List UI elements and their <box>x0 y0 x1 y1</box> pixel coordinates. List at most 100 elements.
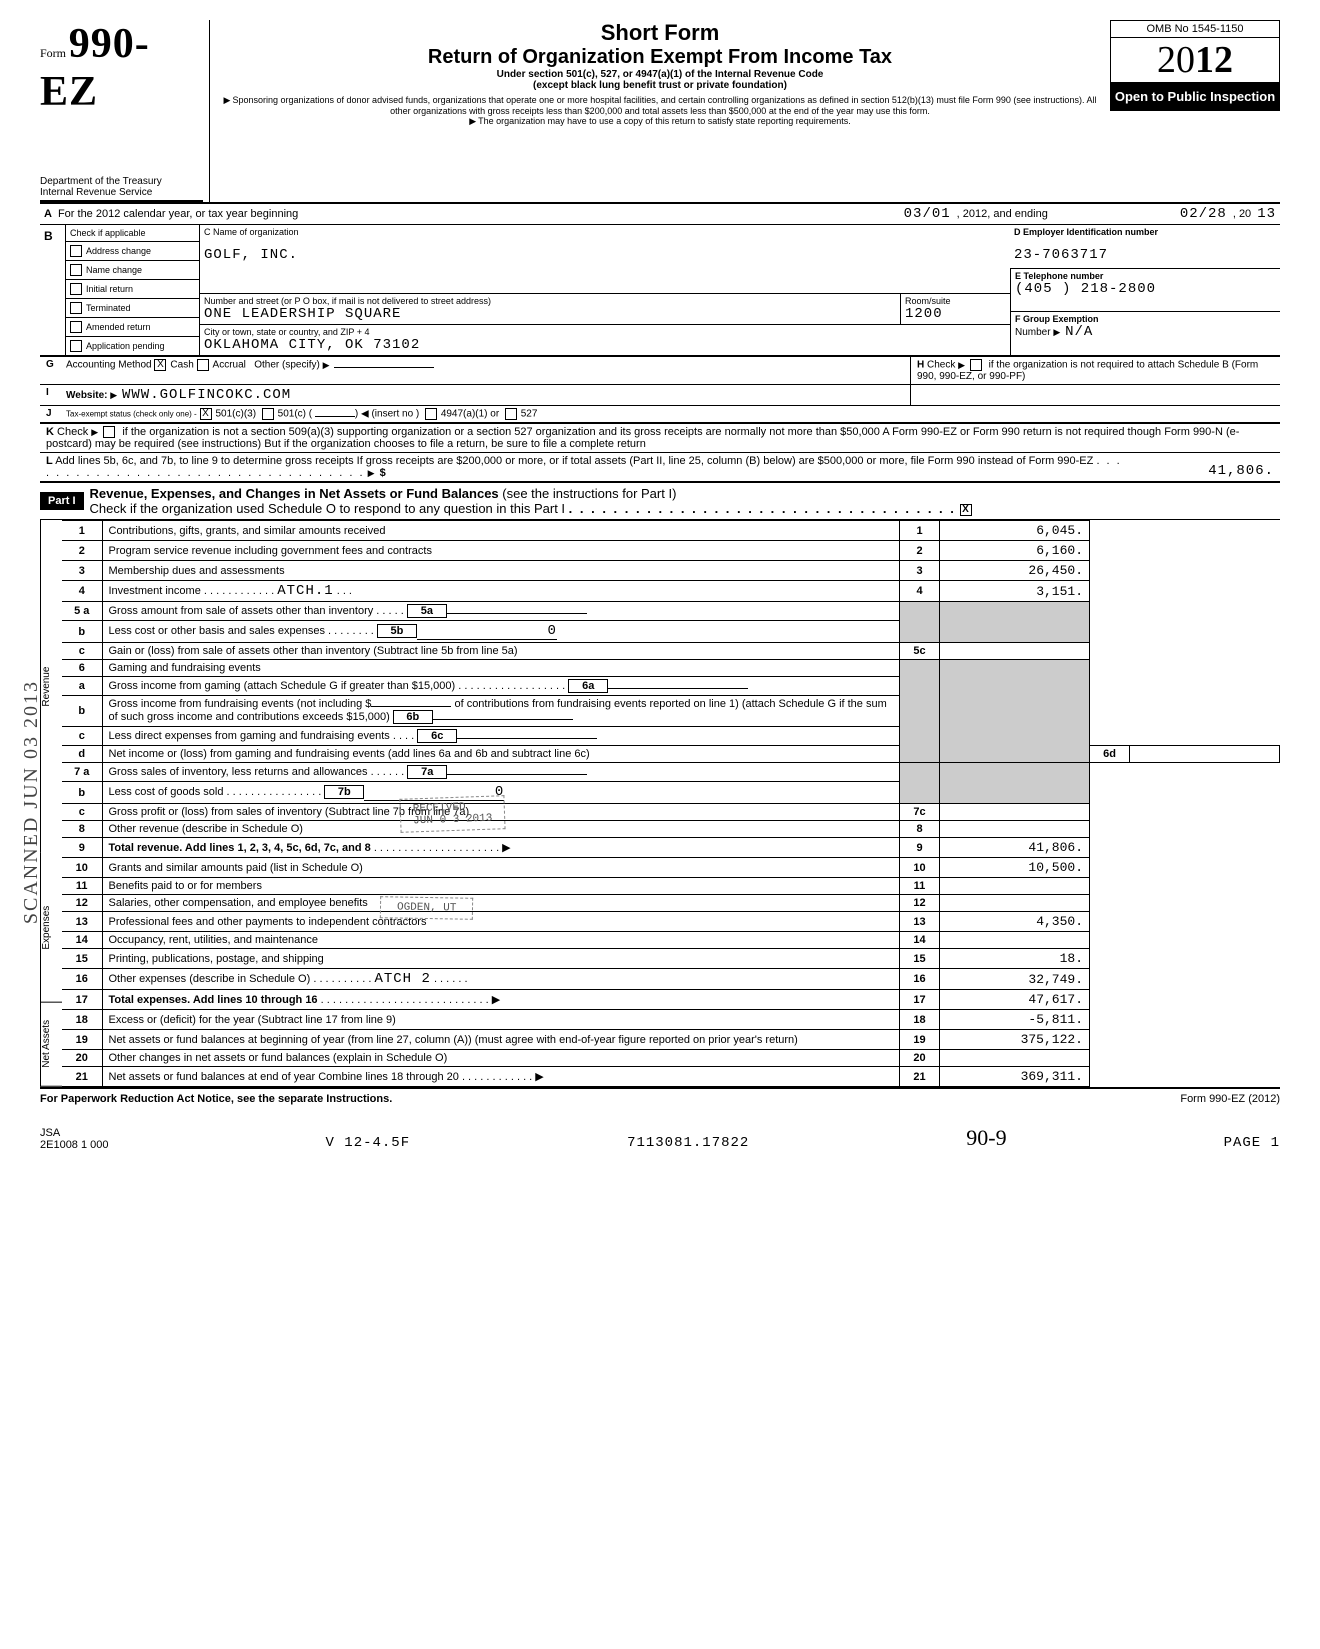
b-app-pending[interactable]: Application pending <box>66 337 199 355</box>
j-label: Tax-exempt status (check only one) - <box>66 410 197 419</box>
dept-irs: Internal Revenue Service <box>40 187 203 198</box>
end-year: 13 <box>1257 206 1276 222</box>
form-page: Form 990-EZ Department of the Treasury I… <box>0 0 1320 1171</box>
title-block: Short Form Return of Organization Exempt… <box>210 20 1110 127</box>
b-terminated[interactable]: Terminated <box>66 299 199 318</box>
k-label: Check <box>57 426 88 438</box>
title-return: Return of Organization Exempt From Incom… <box>218 46 1102 69</box>
line-18: 18Excess or (deficit) for the year (Subt… <box>62 1010 1280 1030</box>
g-cash-check[interactable]: X <box>154 359 166 371</box>
h-text: if the organization is not required to a… <box>917 360 1258 382</box>
line-10: 10Grants and similar amounts paid (list … <box>62 858 1280 878</box>
row-a-mid: , 2012, and ending <box>957 208 1048 220</box>
row-a: A For the 2012 calendar year, or tax yea… <box>40 202 1280 225</box>
end-date: 02/28 <box>1180 206 1227 222</box>
tax-year: 2012 <box>1111 38 1279 83</box>
line-6a: aGross income from gaming (attach Schedu… <box>62 677 1280 696</box>
line-14: 14Occupancy, rent, utilities, and mainte… <box>62 932 1280 949</box>
f-label2: Number <box>1015 327 1051 338</box>
h-check[interactable] <box>970 359 982 371</box>
l-text: Add lines 5b, 6c, and 7b, to line 9 to d… <box>55 455 1093 467</box>
year-box: OMB No 1545-1150 2012 Open to Public Ins… <box>1110 20 1280 111</box>
department: Department of the Treasury Internal Reve… <box>40 176 203 202</box>
addr-label: Number and street (or P O box, if mail i… <box>204 296 896 306</box>
b-initial-return[interactable]: Initial return <box>66 280 199 299</box>
i-label: Website: <box>66 390 108 401</box>
col-b-letter: B <box>40 225 66 355</box>
line-4: 4Investment income . . . . . . . . . . .… <box>62 581 1280 602</box>
b-amended[interactable]: Amended return <box>66 318 199 337</box>
line-12: 12Salaries, other compensation, and empl… <box>62 895 1280 912</box>
line-21: 21Net assets or fund balances at end of … <box>62 1067 1280 1087</box>
version: V 12-4.5F <box>325 1135 410 1151</box>
part1-check[interactable]: X <box>960 504 972 516</box>
line-9: 9Total revenue. Add lines 1, 2, 3, 4, 5c… <box>62 838 1280 858</box>
ogden-stamp: OGDEN, UT <box>380 896 474 920</box>
j-527: 527 <box>521 409 538 420</box>
part1-body: Revenue Expenses Net Assets 1Contributio… <box>40 520 1280 1087</box>
line-5c: cGain or (loss) from sale of assets othe… <box>62 643 1280 660</box>
form-header: Form 990-EZ Department of the Treasury I… <box>40 20 1280 202</box>
line-19: 19Net assets or fund balances at beginni… <box>62 1030 1280 1050</box>
website: WWW.GOLFINCOKC.COM <box>122 387 291 403</box>
note2: The organization may have to use a copy … <box>478 116 851 126</box>
paperwork-notice: For Paperwork Reduction Act Notice, see … <box>40 1093 392 1105</box>
d-label: D Employer Identification number <box>1014 227 1276 237</box>
line-5a: 5 aGross amount from sale of assets othe… <box>62 602 1280 621</box>
line-1: 1Contributions, gifts, grants, and simil… <box>62 521 1280 541</box>
form-prefix: Form <box>40 46 66 60</box>
line-6d: dNet income or (loss) from gaming and fu… <box>62 746 1280 763</box>
g-accrual: Accrual <box>213 360 246 371</box>
phone: (405 ) 218-2800 <box>1015 281 1276 297</box>
omb-number: OMB No 1545-1150 <box>1111 21 1279 38</box>
l-amount: 41,806. <box>1124 463 1274 479</box>
h-label: Check <box>927 360 955 371</box>
part1-title: Revenue, Expenses, and Changes in Net As… <box>90 486 499 501</box>
header-grid: B Check if applicable Address change Nam… <box>40 225 1280 356</box>
part1-header: Part I Revenue, Expenses, and Changes in… <box>40 481 1280 520</box>
j-501c3: 501(c)(3) <box>216 409 257 420</box>
org-city: OKLAHOMA CITY, OK 73102 <box>204 337 1006 353</box>
line-6: 6Gaming and fundraising events <box>62 660 1280 677</box>
b-address-change[interactable]: Address change <box>66 242 199 261</box>
subtitle2: (except black lung benefit trust or priv… <box>218 80 1102 91</box>
k-check[interactable] <box>103 426 115 438</box>
year-prefix: 20 <box>1157 39 1195 81</box>
doc-code: 7113081.17822 <box>627 1135 749 1151</box>
j-501c-check[interactable] <box>262 408 274 420</box>
j-4947: 4947(a)(1) or <box>441 409 499 420</box>
j-insert: ) ◀ (insert no ) <box>355 409 419 420</box>
part1-check-text: Check if the organization used Schedule … <box>90 501 566 516</box>
form-number-big: 990-EZ <box>40 21 150 115</box>
row-a-text: For the 2012 calendar year, or tax year … <box>58 208 298 220</box>
j-4947-check[interactable] <box>425 408 437 420</box>
line-17: 17Total expenses. Add lines 10 through 1… <box>62 990 1280 1010</box>
row-l: L Add lines 5b, 6c, and 7b, to line 9 to… <box>40 452 1280 481</box>
line-6c: cLess direct expenses from gaming and fu… <box>62 727 1280 746</box>
k-text: if the organization is not a section 509… <box>46 426 1239 450</box>
lines-table: 1Contributions, gifts, grants, and simil… <box>62 520 1280 1087</box>
side-expenses: Expenses <box>40 853 62 1003</box>
g-accrual-check[interactable] <box>197 359 209 371</box>
f-label: F Group Exemption <box>1015 314 1276 324</box>
year-suffix: 12 <box>1195 39 1233 81</box>
c-label: C Name of organization <box>204 227 1006 237</box>
line-5b: bLess cost or other basis and sales expe… <box>62 621 1280 643</box>
org-address: ONE LEADERSHIP SQUARE <box>204 306 896 322</box>
title-short-form: Short Form <box>218 20 1102 46</box>
page-footer: For Paperwork Reduction Act Notice, see … <box>40 1087 1280 1105</box>
jsa2: 2E1008 1 000 <box>40 1139 109 1151</box>
j-501c: 501(c) ( <box>278 409 312 420</box>
line-20: 20Other changes in net assets or fund ba… <box>62 1050 1280 1067</box>
b-name-change[interactable]: Name change <box>66 261 199 280</box>
jsa: JSA <box>40 1127 109 1139</box>
j-527-check[interactable] <box>505 408 517 420</box>
line-6b: bGross income from fundraising events (n… <box>62 696 1280 727</box>
j-501c3-check[interactable]: X <box>200 408 212 420</box>
e-label: E Telephone number <box>1015 271 1276 281</box>
g-cash: Cash <box>170 360 193 371</box>
line-3: 3Membership dues and assessments326,450. <box>62 561 1280 581</box>
room-label: Room/suite <box>905 296 1006 306</box>
received-stamp: RECEIVED JUN 0 3 2013 <box>399 795 505 833</box>
note1: Sponsoring organizations of donor advise… <box>232 95 1096 116</box>
